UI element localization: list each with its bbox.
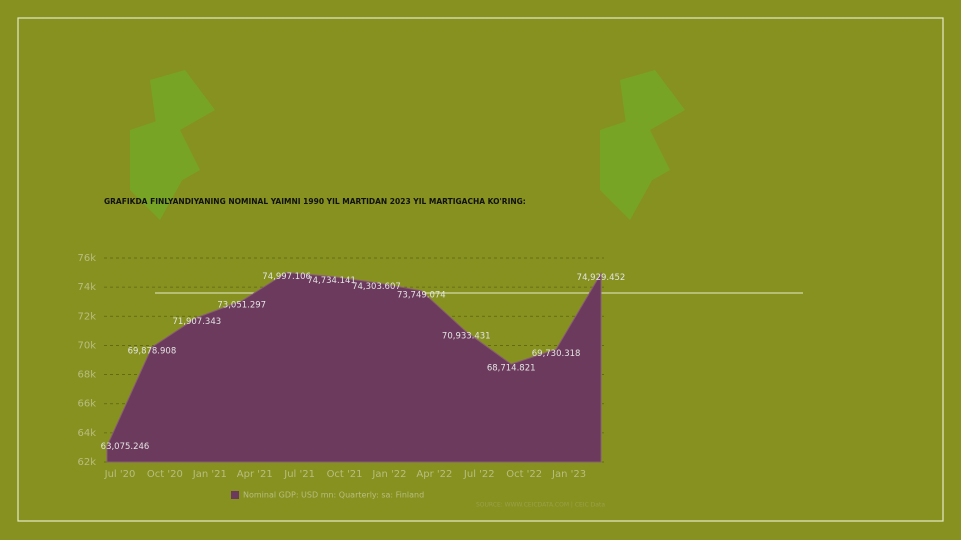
x-tick-label: Jul '22 (463, 469, 495, 480)
data-label: 74,734.141 (307, 276, 356, 286)
data-label: 74,997.106 (262, 272, 311, 282)
watermark (130, 70, 685, 220)
y-tick-label: 74k (77, 282, 96, 293)
legend-label: Nominal GDP: USD mn: Quarterly: sa: Finl… (243, 491, 424, 500)
legend-swatch (231, 491, 239, 499)
x-tick-label: Jul '20 (104, 469, 136, 480)
x-tick-label: Apr '21 (237, 469, 273, 480)
x-tick-label: Apr '22 (416, 469, 452, 480)
data-label: 74,929.452 (577, 273, 626, 283)
data-label: 63,075.246 (101, 442, 150, 452)
y-tick-label: 62k (77, 457, 96, 468)
data-label: 69,878.908 (128, 347, 177, 357)
y-tick-label: 64k (77, 428, 96, 439)
y-tick-label: 68k (77, 370, 96, 381)
data-label: 74,303.607 (352, 282, 401, 292)
chart-title: GRAFIKDA FINLYANDIYANING NOMINAL YAIMNI … (104, 197, 526, 206)
x-tick-label: Oct '20 (147, 469, 183, 480)
data-label: 68,714.821 (487, 364, 536, 374)
source: SOURCE: WWW.CEICDATA.COM | CEIC Data (476, 502, 605, 509)
y-tick-label: 76k (77, 253, 96, 264)
x-tick-label: Jul '21 (283, 469, 315, 480)
x-tick-label: Jan '21 (192, 469, 227, 480)
data-label: 69,730.318 (532, 349, 581, 359)
x-tick-label: Oct '22 (506, 469, 542, 480)
x-tick-label: Jan '22 (371, 469, 406, 480)
x-tick-label: Jan '23 (551, 469, 586, 480)
y-tick-label: 66k (77, 399, 96, 410)
x-tick-label: Oct '21 (327, 469, 363, 480)
data-label: 71,907.343 (172, 317, 221, 327)
frame (17, 17, 944, 522)
y-tick-label: 72k (77, 311, 96, 322)
y-tick-label: 70k (77, 340, 96, 351)
data-label: 73,051.297 (217, 300, 266, 310)
area (106, 271, 602, 463)
data-label: 70,933.431 (442, 331, 491, 341)
data-label: 73,749.074 (397, 290, 446, 300)
